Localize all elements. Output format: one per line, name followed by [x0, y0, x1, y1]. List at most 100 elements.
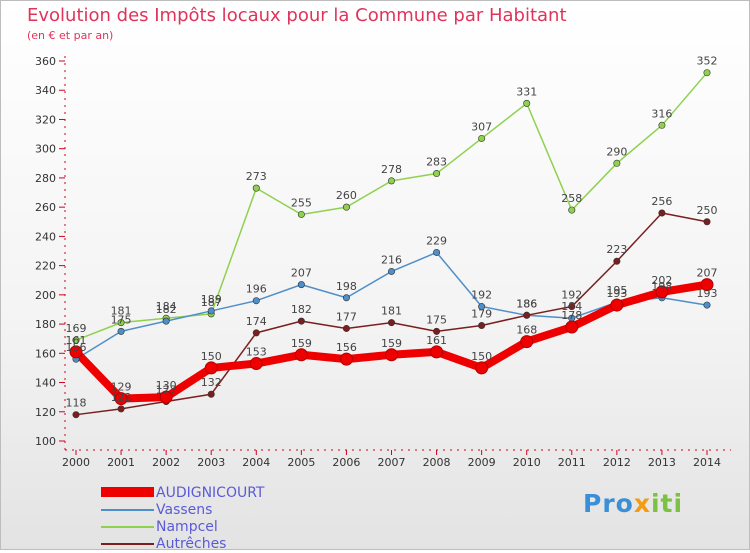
data-label-audignicourt: 168 [516, 324, 537, 337]
data-point-autr-ches [342, 324, 350, 332]
data-point-nampcel [387, 177, 395, 185]
data-point-vassens [703, 301, 711, 309]
data-point-audignicourt [204, 361, 218, 375]
data-label-nampcel: 278 [381, 163, 402, 176]
y-tick-label: 120 [35, 406, 56, 419]
y-tick-label: 280 [35, 172, 56, 185]
y-tick-label: 180 [35, 318, 56, 331]
data-label-audignicourt: 130 [156, 379, 177, 392]
data-label-nampcel: 187 [201, 296, 222, 309]
data-label-autr-ches: 186 [516, 297, 537, 310]
data-point-audignicourt [249, 357, 263, 371]
y-tick-label: 360 [35, 55, 56, 68]
data-point-nampcel [703, 69, 711, 77]
data-label-vassens: 175 [111, 313, 132, 326]
data-label-vassens: 216 [381, 253, 402, 266]
x-tick-label: 2011 [558, 456, 586, 469]
data-label-vassens: 182 [156, 303, 177, 316]
data-point-audignicourt [159, 390, 173, 404]
data-label-autr-ches: 177 [336, 310, 357, 323]
data-point-vassens [478, 303, 486, 311]
legend-swatch [101, 487, 154, 497]
data-label-nampcel: 258 [561, 192, 582, 205]
data-point-autr-ches [478, 322, 486, 330]
data-label-nampcel: 352 [697, 55, 718, 68]
data-point-autr-ches [658, 209, 666, 217]
data-point-nampcel [252, 184, 260, 192]
x-tick-label: 2005 [287, 456, 315, 469]
data-label-audignicourt: 207 [697, 267, 718, 280]
data-point-audignicourt [385, 348, 398, 362]
data-label-audignicourt: 150 [471, 350, 492, 363]
data-label-vassens: 193 [697, 287, 718, 300]
data-point-vassens [162, 317, 170, 325]
legend-label: Vassens [156, 502, 213, 518]
y-tick-label: 160 [35, 347, 56, 360]
x-tick-label: 2006 [332, 456, 360, 469]
data-label-vassens: 184 [561, 300, 582, 313]
data-label-autr-ches: 250 [697, 204, 718, 217]
data-label-vassens: 186 [516, 297, 537, 310]
x-tick-label: 2001 [107, 456, 135, 469]
data-label-autr-ches: 127 [156, 384, 177, 397]
data-label-audignicourt: 178 [561, 309, 582, 322]
data-point-nampcel [523, 99, 531, 107]
data-point-nampcel [72, 336, 80, 344]
data-point-autr-ches [207, 390, 215, 398]
data-point-nampcel [478, 134, 486, 142]
data-label-audignicourt: 159 [291, 337, 312, 350]
data-point-vassens [207, 307, 215, 315]
data-label-audignicourt: 129 [111, 381, 132, 394]
data-point-audignicourt [610, 298, 624, 312]
data-point-vassens [297, 281, 305, 289]
data-label-autr-ches: 192 [561, 289, 582, 302]
data-label-audignicourt: 159 [381, 337, 402, 350]
data-point-audignicourt [475, 361, 489, 375]
data-point-vassens [387, 267, 395, 275]
data-point-nampcel [342, 203, 350, 211]
data-label-autr-ches: 174 [246, 315, 267, 328]
data-point-vassens [252, 297, 260, 305]
data-label-nampcel: 273 [246, 170, 267, 183]
data-point-audignicourt [294, 348, 308, 362]
y-tick-label: 200 [35, 289, 56, 302]
x-tick-label: 2012 [603, 456, 631, 469]
x-tick-label: 2002 [152, 456, 180, 469]
data-point-autr-ches [117, 405, 125, 413]
y-tick-label: 140 [35, 377, 56, 390]
data-label-vassens: 189 [201, 293, 222, 306]
data-point-audignicourt [520, 335, 534, 349]
data-point-autr-ches [433, 327, 441, 335]
data-label-audignicourt: 161 [66, 334, 87, 347]
data-point-nampcel [117, 319, 125, 327]
data-point-audignicourt [430, 345, 444, 359]
data-point-vassens [342, 294, 350, 302]
data-point-autr-ches [703, 218, 711, 226]
data-point-audignicourt [339, 352, 353, 366]
data-label-audignicourt: 161 [426, 334, 447, 347]
data-label-nampcel: 255 [291, 196, 312, 209]
data-label-autr-ches: 122 [111, 391, 132, 404]
data-point-autr-ches [387, 319, 395, 327]
data-label-vassens: 192 [471, 289, 492, 302]
data-label-vassens: 156 [66, 341, 87, 354]
data-label-audignicourt: 202 [651, 274, 672, 287]
x-tick-label: 2004 [242, 456, 270, 469]
data-label-nampcel: 307 [471, 120, 492, 133]
y-tick-label: 220 [35, 260, 56, 273]
data-point-nampcel [613, 159, 621, 167]
data-point-autr-ches [523, 311, 531, 319]
data-label-autr-ches: 118 [66, 397, 87, 410]
data-point-audignicourt [655, 285, 669, 299]
legend-swatch [101, 543, 154, 545]
data-point-nampcel [568, 206, 576, 214]
x-tick-label: 2013 [648, 456, 676, 469]
data-point-autr-ches [72, 411, 80, 419]
data-point-vassens [433, 248, 441, 256]
data-label-nampcel: 316 [651, 107, 672, 120]
data-label-autr-ches: 181 [381, 305, 402, 318]
data-point-audignicourt [114, 392, 128, 406]
data-point-nampcel [658, 121, 666, 129]
data-point-audignicourt [700, 278, 714, 292]
